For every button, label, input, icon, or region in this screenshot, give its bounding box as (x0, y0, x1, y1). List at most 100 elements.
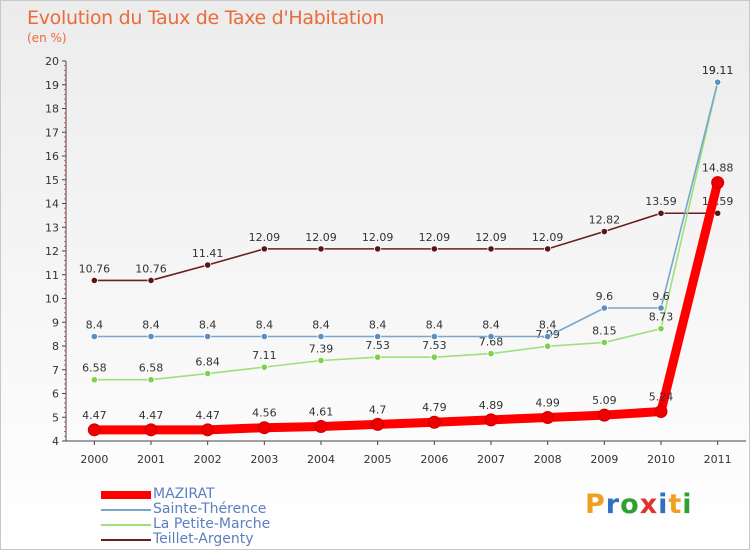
data-point (147, 376, 155, 384)
data-point (317, 356, 325, 365)
data-label: 12.09 (419, 231, 451, 244)
y-tick-label: 6 (52, 388, 59, 401)
data-point (87, 423, 101, 437)
data-label: 19.11 (702, 64, 734, 77)
data-label: 5.09 (592, 394, 617, 407)
data-point (544, 245, 552, 253)
data-label: 8.4 (539, 319, 557, 332)
x-tick-label: 2005 (364, 453, 392, 466)
data-label: 7.53 (422, 339, 447, 352)
data-point (147, 332, 155, 341)
data-point (654, 405, 668, 419)
logo-letter: o (620, 489, 640, 520)
data-label: 4.79 (422, 401, 447, 414)
data-point (147, 276, 155, 285)
data-label: 4.61 (309, 406, 334, 419)
y-tick-label: 15 (45, 174, 59, 187)
data-point (204, 369, 212, 378)
x-tick-label: 2008 (534, 453, 562, 466)
data-point (427, 415, 441, 429)
legend-swatch (101, 524, 151, 526)
data-point (430, 245, 438, 253)
data-point (600, 338, 608, 347)
data-point (90, 376, 98, 384)
data-label: 8.4 (256, 319, 274, 332)
data-point (430, 332, 438, 341)
series-line (93, 81, 719, 338)
logo-letter: r (605, 489, 621, 520)
data-label: 8.4 (369, 319, 387, 332)
data-point (430, 353, 438, 361)
data-label: 8.4 (142, 319, 160, 332)
data-point (487, 349, 495, 358)
data-label: 14.88 (702, 162, 734, 175)
legend-swatch (101, 539, 151, 541)
data-point (600, 304, 608, 312)
data-label: 9.6 (596, 290, 614, 303)
data-point (201, 423, 215, 437)
x-tick-label: 2011 (704, 453, 732, 466)
data-point (90, 276, 98, 285)
x-tick-label: 2000 (80, 453, 108, 466)
data-point (657, 325, 665, 333)
data-label: 7.39 (309, 342, 334, 355)
data-point (317, 332, 325, 341)
data-label: 4.56 (252, 407, 277, 420)
data-point (714, 78, 722, 86)
data-label: 4.89 (479, 399, 504, 412)
legend-label: La Petite-Marche (153, 516, 271, 532)
logo-letter: x (639, 489, 659, 520)
logo-letter: i (658, 489, 669, 520)
data-label: 6.84 (195, 356, 220, 369)
data-label: 19.11 (702, 64, 734, 77)
data-label: 13.59 (645, 195, 677, 208)
data-point (544, 332, 552, 341)
data-label: 12.09 (532, 231, 564, 244)
data-point (657, 304, 665, 312)
logo-letter: P (585, 489, 606, 520)
data-point (317, 245, 325, 253)
data-label: 12.09 (475, 231, 507, 244)
data-label: 12.09 (305, 231, 337, 244)
data-label: 6.58 (82, 362, 107, 375)
data-point (374, 245, 382, 253)
data-label: 12.09 (362, 231, 394, 244)
y-tick-label: 7 (52, 364, 59, 377)
y-tick-label: 18 (45, 103, 59, 116)
legend-label: Sainte-Thérence (153, 501, 267, 517)
data-point (487, 245, 495, 253)
legend-label: Teillet-Argenty (153, 531, 254, 547)
chart-subtitle: (en %) (27, 31, 67, 45)
data-label: 4.47 (195, 409, 220, 422)
data-point (314, 420, 328, 434)
x-tick-label: 2001 (137, 453, 165, 466)
data-point (374, 332, 382, 341)
logo-letter: i (682, 489, 693, 520)
data-label: 7.68 (479, 336, 504, 349)
legend-label: MAZIRAT (153, 486, 215, 502)
data-point (204, 332, 212, 341)
data-point (260, 245, 268, 253)
x-tick-label: 2006 (420, 453, 448, 466)
data-point (260, 363, 268, 371)
data-point (487, 332, 495, 341)
chart-title: Evolution du Taux de Taxe d'Habitation (27, 7, 385, 29)
series-line (93, 212, 719, 282)
data-label: 12.82 (589, 214, 621, 227)
data-point (657, 209, 665, 217)
data-point (90, 332, 98, 341)
data-point (544, 342, 552, 350)
x-tick-label: 2009 (590, 453, 618, 466)
data-label: 12.09 (249, 231, 281, 244)
data-label: 10.76 (79, 262, 111, 275)
data-point (257, 421, 271, 435)
y-tick-label: 9 (52, 316, 59, 329)
y-tick-label: 12 (45, 245, 59, 258)
legend-swatch (101, 491, 151, 499)
legend-swatch (101, 509, 151, 511)
data-label: 8.4 (426, 319, 444, 332)
data-point (374, 353, 382, 361)
y-tick-label: 13 (45, 221, 59, 234)
